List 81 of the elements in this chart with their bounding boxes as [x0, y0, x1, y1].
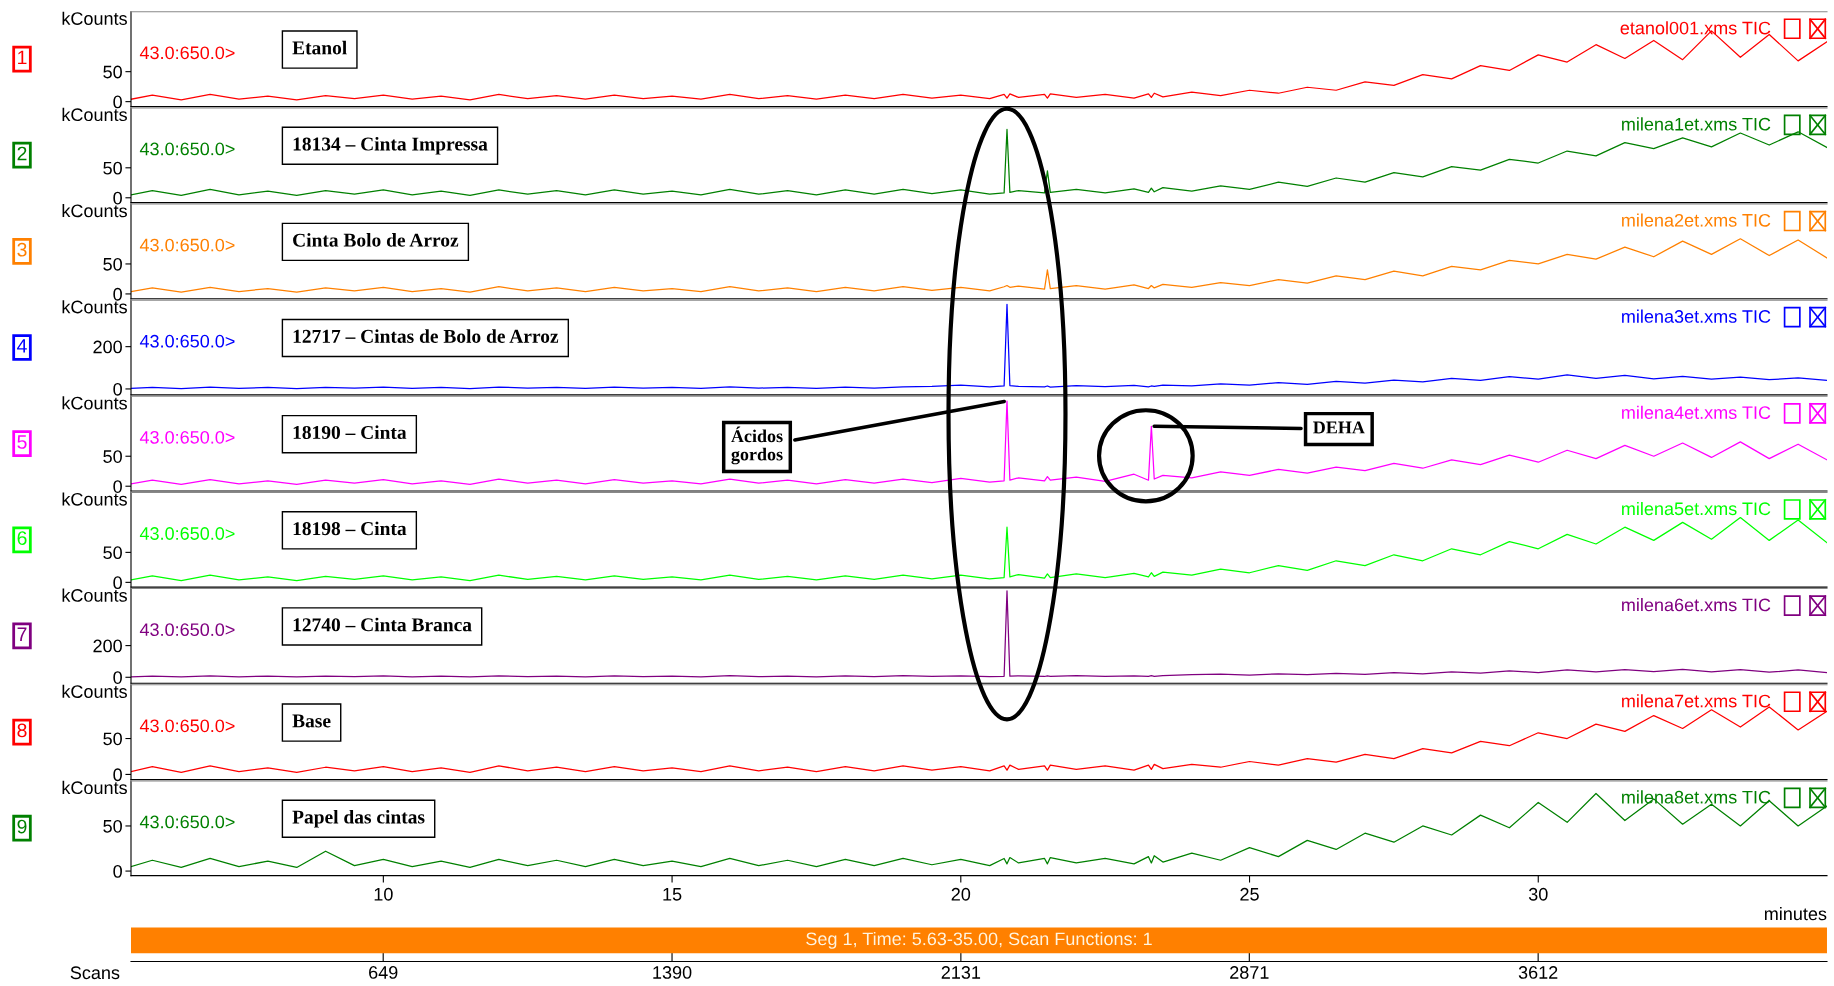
text: 5	[17, 435, 27, 449]
annotation: DEHA	[1313, 421, 1365, 434]
annotation: 43.0:650.0>	[139, 430, 235, 444]
annotation: 43.0:650.0>	[139, 142, 235, 156]
y-tick-label: 0	[113, 95, 122, 109]
x-tick-label: 25	[1240, 887, 1259, 901]
y-tick-label: 50	[103, 732, 122, 746]
x-tick-label: 10	[374, 887, 393, 901]
y-axis-title: kCounts	[62, 300, 127, 314]
y-axis-title: kCounts	[62, 684, 127, 698]
y-tick-label: 50	[103, 65, 122, 79]
annotation: 12740 – Cinta Branca	[293, 617, 472, 632]
annotation: Base	[292, 714, 331, 728]
y-tick-label: 0	[113, 287, 122, 301]
y-tick-label: 0	[113, 671, 122, 684]
x2-tick-label: 649	[369, 966, 398, 979]
text: Seg 1, Time: 5.63-35.00, Scan Functions: 1	[806, 931, 1152, 949]
annotation: Etanol	[292, 40, 347, 55]
x-axis-title: minutes	[1764, 907, 1827, 921]
annotation: 18134 – Cinta Impressa	[293, 136, 488, 155]
annotation: 43.0:650.0>	[139, 719, 235, 733]
x2-tick-label: 2871	[1230, 966, 1269, 979]
y-axis-title: kCounts	[62, 203, 127, 218]
x2-tick-label: 3612	[1518, 966, 1558, 979]
y-tick-label: 0	[113, 768, 122, 782]
annotation: 12717 – Cintas de Bolo de Arroz	[293, 329, 559, 343]
annotation: milena5et.xms TIC	[1622, 501, 1771, 516]
text: 8	[17, 723, 27, 738]
annotation: Papel das cintas	[292, 809, 425, 828]
x2-tick-label: 2131	[941, 966, 981, 979]
y-axis-title: kCounts	[62, 780, 127, 795]
text: 3	[17, 242, 27, 257]
annotation: Ácidos gordos	[731, 426, 783, 465]
line-series	[131, 400, 1827, 486]
y-axis-title: kCounts	[62, 107, 127, 122]
y-tick-label: 50	[103, 257, 122, 271]
x-tick-label: 15	[663, 888, 682, 901]
text: 6	[17, 531, 27, 545]
annotation: etanol001.xms TIC	[1620, 21, 1771, 35]
annotation: milena1et.xms TIC	[1622, 117, 1771, 131]
annotation: milena2et.xms TIC	[1622, 213, 1771, 227]
y-tick-label: 0	[113, 191, 122, 205]
annotation: 43.0:650.0>	[139, 334, 235, 348]
line-series	[131, 303, 1827, 390]
text: 7	[17, 627, 27, 641]
annotation: 18190 – Cinta	[293, 425, 407, 440]
annotation: 43.0:650.0>	[139, 815, 235, 829]
annotation: milena3et.xms TIC	[1622, 309, 1771, 323]
y-axis-title: kCounts	[62, 588, 127, 602]
annotation: 43.0:650.0>	[139, 527, 235, 540]
y-tick-label: 50	[103, 546, 122, 560]
annotation: 43.0:650.0>	[139, 46, 235, 60]
y-tick-label: 50	[103, 819, 122, 833]
text: 4	[17, 339, 27, 353]
annotation: milena7et.xms TIC	[1622, 694, 1771, 708]
y-axis-title: kCounts	[62, 396, 127, 410]
x2-axis-title: Scans	[70, 966, 120, 980]
annotation: milena8et.xms TIC	[1622, 790, 1771, 804]
y-tick-label: 0	[113, 382, 122, 396]
x2-tick-label: 1390	[653, 966, 692, 979]
text: 9	[17, 819, 27, 834]
y-tick-label: 50	[103, 161, 122, 175]
y-tick-label: 50	[103, 450, 122, 463]
y-tick-label: 200	[93, 340, 122, 354]
annotation: milena4et.xms TIC	[1622, 405, 1771, 420]
y-axis-title: kCounts	[62, 492, 127, 506]
x-tick-label: 20	[951, 887, 971, 901]
annotation: 43.0:650.0>	[139, 238, 235, 252]
annotation: 43.0:650.0>	[139, 623, 235, 637]
y-tick-label: 0	[113, 480, 122, 493]
y-tick-label: 0	[113, 865, 122, 878]
text: 2	[17, 146, 27, 161]
line-series	[131, 590, 1827, 678]
annotation: milena6et.xms TIC	[1622, 598, 1771, 612]
y-axis-title: kCounts	[62, 11, 127, 25]
y-tick-label: 0	[113, 576, 122, 590]
text: 1	[18, 50, 27, 65]
y-tick-label: 200	[93, 639, 122, 653]
annotation: Cinta Bolo de Arroz	[293, 233, 459, 247]
x-tick-label: 30	[1528, 887, 1548, 901]
annotation: 18198 – Cinta	[293, 521, 407, 536]
